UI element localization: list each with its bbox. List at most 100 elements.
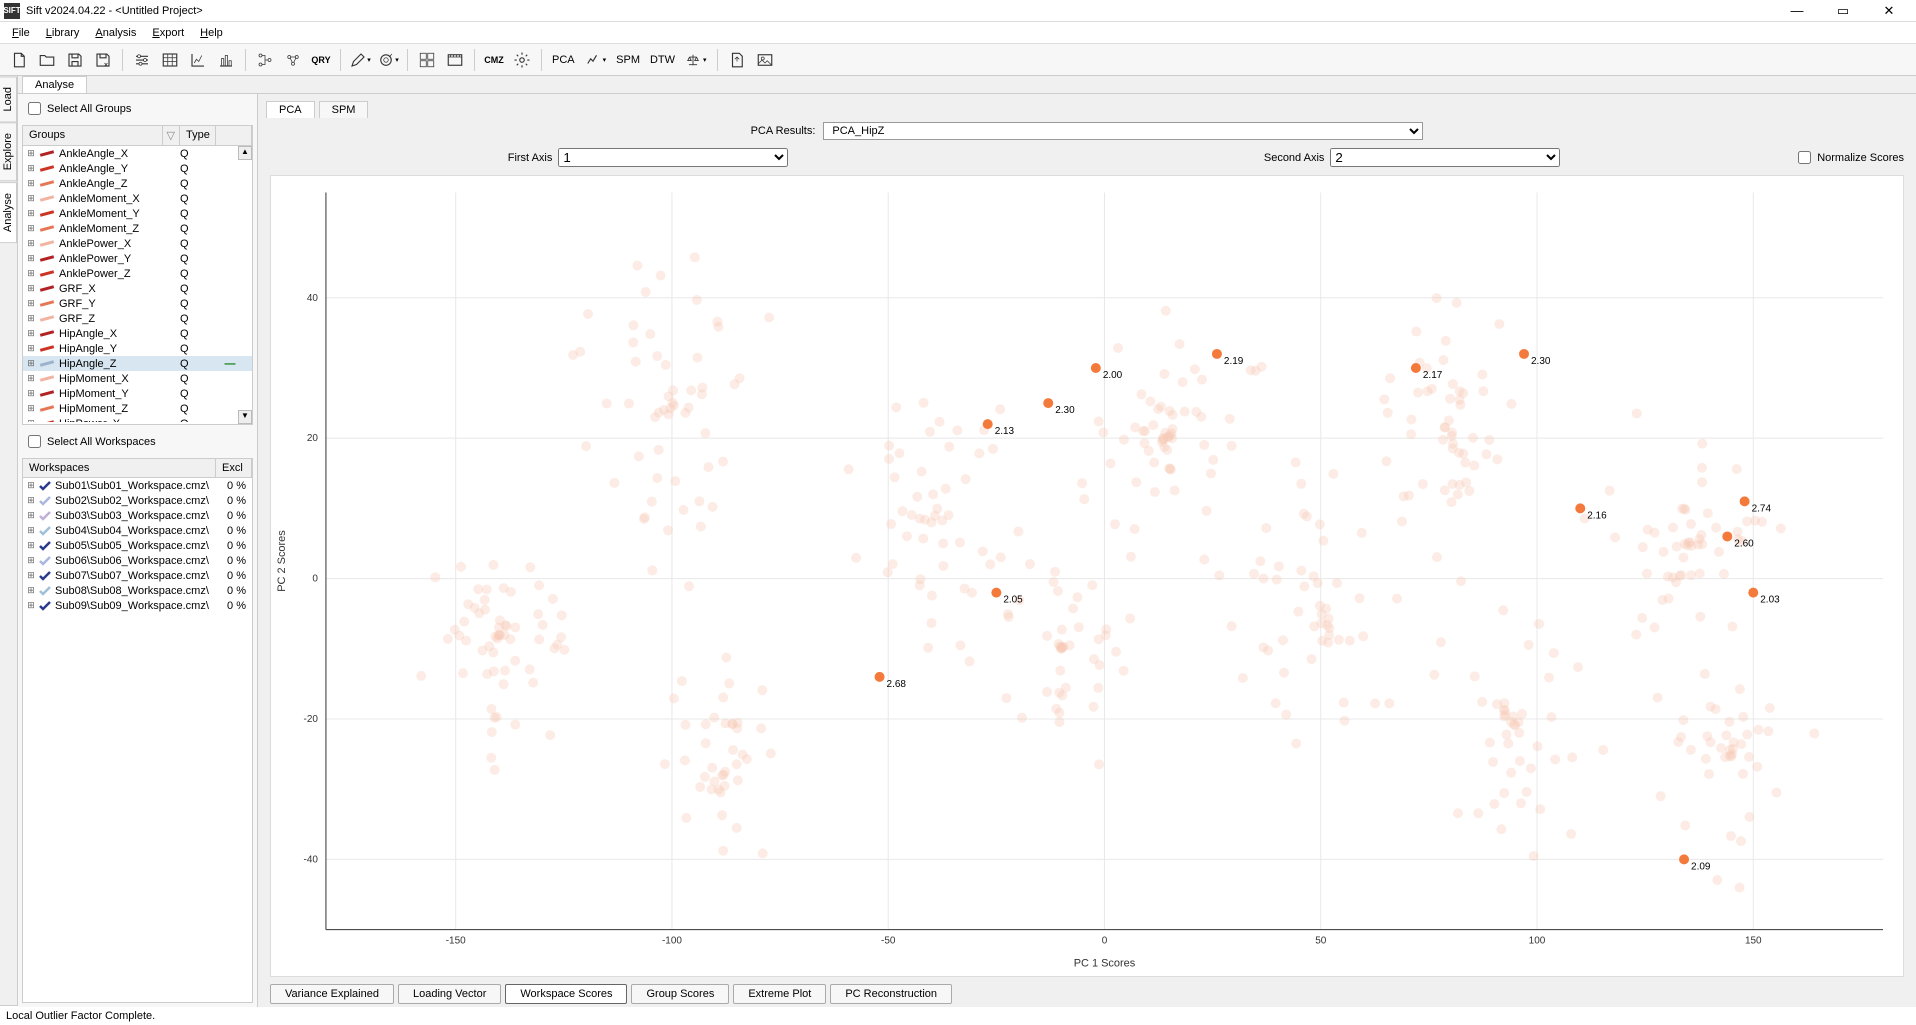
bottom-tab-variance-explained[interactable]: Variance Explained	[270, 984, 394, 1004]
menu-help[interactable]: Help	[192, 25, 231, 41]
group-row[interactable]: ⊞ HipMoment_Y Q	[23, 386, 252, 401]
chart-axes-icon[interactable]	[185, 47, 211, 73]
expand-icon[interactable]: ⊞	[25, 253, 37, 264]
grid-view-icon[interactable]	[414, 47, 440, 73]
save-icon[interactable]	[62, 47, 88, 73]
maximize-button[interactable]: ▭	[1820, 0, 1866, 22]
group-row[interactable]: ⊞ AnkleAngle_Z Q	[23, 176, 252, 191]
minimize-button[interactable]: —	[1774, 0, 1820, 22]
expand-icon[interactable]: ⊞	[25, 600, 37, 611]
group-row[interactable]: ⊞ AnklePower_Y Q	[23, 251, 252, 266]
second-axis-select[interactable]: 2	[1330, 148, 1560, 167]
cluster-icon[interactable]	[280, 47, 306, 73]
pca-results-select[interactable]: PCA_HipZ	[823, 122, 1423, 140]
expand-icon[interactable]: ⊞	[25, 223, 37, 234]
menu-file[interactable]: File	[4, 25, 38, 41]
new-file-icon[interactable]	[6, 47, 32, 73]
workspace-row[interactable]: ⊞ Sub04\Sub04_Workspace.cmz\ 0 %	[23, 523, 252, 538]
expand-icon[interactable]: ⊞	[25, 480, 37, 491]
group-row[interactable]: ⊞ AnkleAngle_X Q	[23, 146, 252, 161]
group-row[interactable]: ⊞ HipAngle_Z Q —	[23, 356, 252, 371]
select-all-workspaces-checkbox[interactable]	[28, 435, 41, 448]
expand-icon[interactable]: ⊞	[25, 358, 37, 369]
expand-icon[interactable]: ⊞	[25, 525, 37, 536]
cmz-icon[interactable]: CMZ	[481, 47, 507, 73]
workspace-row[interactable]: ⊞ Sub06\Sub06_Workspace.cmz\ 0 %	[23, 553, 252, 568]
menu-export[interactable]: Export	[144, 25, 192, 41]
expand-icon[interactable]: ⊞	[25, 585, 37, 596]
bar-chart-icon[interactable]	[213, 47, 239, 73]
expand-icon[interactable]: ⊞	[25, 418, 37, 422]
tab-analyse[interactable]: Analyse	[22, 76, 87, 93]
expand-icon[interactable]: ⊞	[25, 268, 37, 279]
group-row[interactable]: ⊞ HipPower_X Q	[23, 416, 252, 422]
expand-icon[interactable]: ⊞	[25, 388, 37, 399]
export-page-icon[interactable]	[724, 47, 750, 73]
select-all-groups-checkbox[interactable]	[28, 102, 41, 115]
query-icon[interactable]: QRY	[308, 47, 334, 73]
expand-icon[interactable]: ⊞	[25, 193, 37, 204]
target-icon[interactable]: ▾	[375, 47, 401, 73]
vtab-explore[interactable]: Explore	[0, 122, 17, 181]
bottom-tab-extreme-plot[interactable]: Extreme Plot	[733, 984, 826, 1004]
expand-icon[interactable]: ⊞	[25, 403, 37, 414]
normalize-scores-checkbox[interactable]	[1798, 151, 1811, 164]
workspace-row[interactable]: ⊞ Sub01\Sub01_Workspace.cmz\ 0 %	[23, 478, 252, 493]
bottom-tab-pc-reconstruction[interactable]: PC Reconstruction	[830, 984, 952, 1004]
expand-icon[interactable]: ⊞	[25, 328, 37, 339]
group-row[interactable]: ⊞ AnkleMoment_X Q	[23, 191, 252, 206]
export-image-icon[interactable]	[752, 47, 778, 73]
open-folder-icon[interactable]	[34, 47, 60, 73]
film-icon[interactable]	[442, 47, 468, 73]
group-row[interactable]: ⊞ AnklePower_X Q	[23, 236, 252, 251]
expand-icon[interactable]: ⊞	[25, 540, 37, 551]
expand-icon[interactable]: ⊞	[25, 283, 37, 294]
workspaces-excl-col[interactable]: Excl	[216, 459, 252, 477]
group-row[interactable]: ⊞ AnkleAngle_Y Q	[23, 161, 252, 176]
tree-icon[interactable]	[252, 47, 278, 73]
subtab-pca[interactable]: PCA	[266, 101, 315, 118]
group-row[interactable]: ⊞ HipMoment_X Q	[23, 371, 252, 386]
dtw-tool-button[interactable]: DTW	[646, 54, 679, 66]
expand-icon[interactable]: ⊞	[25, 555, 37, 566]
settings-sliders-icon[interactable]	[129, 47, 155, 73]
menu-library[interactable]: Library	[38, 25, 88, 41]
edit-pencil-icon[interactable]: ▾	[347, 47, 373, 73]
expand-icon[interactable]: ⊞	[25, 343, 37, 354]
spm-tool-button[interactable]: SPM	[612, 54, 644, 66]
first-axis-select[interactable]: 1	[558, 148, 788, 167]
expand-icon[interactable]: ⊞	[25, 298, 37, 309]
menu-analysis[interactable]: Analysis	[87, 25, 144, 41]
group-row[interactable]: ⊞ HipAngle_Y Q	[23, 341, 252, 356]
expand-icon[interactable]: ⊞	[25, 148, 37, 159]
expand-icon[interactable]: ⊞	[25, 163, 37, 174]
workspace-row[interactable]: ⊞ Sub05\Sub05_Workspace.cmz\ 0 %	[23, 538, 252, 553]
group-row[interactable]: ⊞ GRF_Z Q	[23, 311, 252, 326]
subtab-spm[interactable]: SPM	[319, 101, 369, 118]
bottom-tab-workspace-scores[interactable]: Workspace Scores	[505, 984, 627, 1004]
table-icon[interactable]	[157, 47, 183, 73]
workspaces-header-col[interactable]: Workspaces	[23, 459, 216, 477]
workspace-row[interactable]: ⊞ Sub03\Sub03_Workspace.cmz\ 0 %	[23, 508, 252, 523]
expand-icon[interactable]: ⊞	[25, 238, 37, 249]
group-row[interactable]: ⊞ AnklePower_Z Q	[23, 266, 252, 281]
scatter-chart[interactable]: -150-100-50050100150-40-2002040PC 1 Scor…	[270, 175, 1904, 977]
line-chart-dropdown-icon[interactable]: ▾	[581, 53, 611, 67]
bottom-tab-loading-vector[interactable]: Loading Vector	[398, 984, 501, 1004]
vtab-load[interactable]: Load	[0, 76, 17, 122]
group-row[interactable]: ⊞ GRF_Y Q	[23, 296, 252, 311]
expand-icon[interactable]: ⊞	[25, 510, 37, 521]
groups-header-col[interactable]: Groups	[23, 126, 163, 145]
groups-type-col[interactable]: Type	[180, 126, 216, 145]
close-button[interactable]: ✕	[1866, 0, 1912, 22]
expand-icon[interactable]: ⊞	[25, 570, 37, 581]
pca-tool-button[interactable]: PCA	[548, 54, 579, 66]
scroll-down-button[interactable]: ▼	[238, 410, 252, 424]
group-row[interactable]: ⊞ AnkleMoment_Y Q	[23, 206, 252, 221]
workspace-row[interactable]: ⊞ Sub02\Sub02_Workspace.cmz\ 0 %	[23, 493, 252, 508]
balance-scale-icon[interactable]: ▾	[681, 53, 711, 67]
groups-filter-icon[interactable]: ▽	[163, 126, 180, 145]
vtab-analyse[interactable]: Analyse	[0, 182, 17, 243]
expand-icon[interactable]: ⊞	[25, 373, 37, 384]
expand-icon[interactable]: ⊞	[25, 178, 37, 189]
